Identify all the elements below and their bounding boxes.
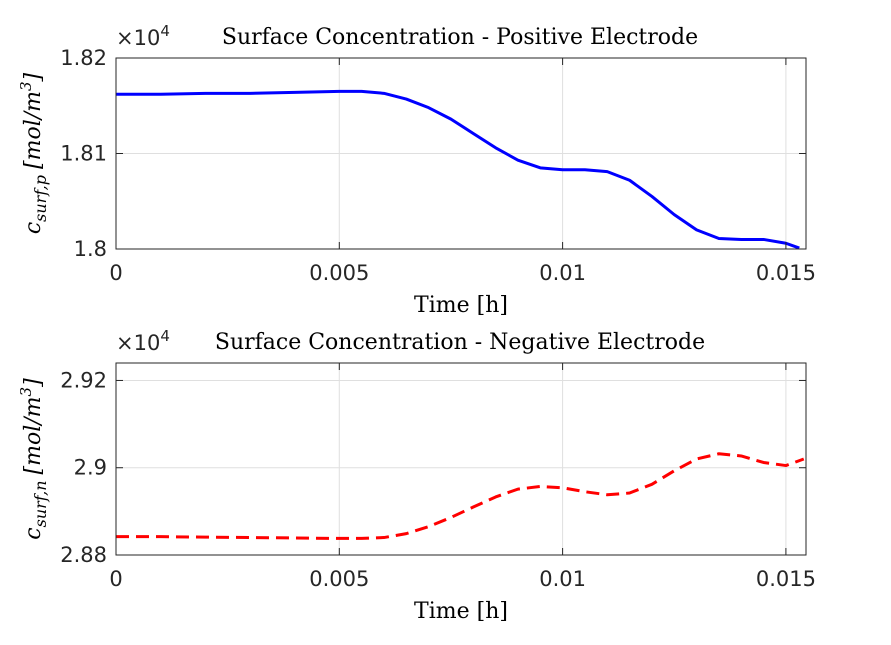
y-axis-label-part: c — [21, 527, 46, 539]
y-axis-label-part: [mol/m — [21, 91, 46, 169]
exponent-base: ×10 — [116, 26, 160, 50]
x-tick-label: 0.015 — [756, 567, 816, 591]
x-tick-label: 0 — [109, 567, 122, 591]
x-axis-label: Time [h] — [414, 599, 508, 624]
y-axis-label-part: 3 — [17, 387, 35, 397]
y-axis-label-part: surf,p — [31, 175, 50, 222]
chart-negative-electrode: 0 0.005 0.01 0.015 2.88 2.9 2.92 ×104 Surface Co… — [17, 327, 816, 624]
series-line — [116, 89, 800, 250]
x-tick-label: 0 — [109, 261, 122, 285]
y-tick-label: 2.88 — [60, 543, 107, 567]
chart-positive-electrode: 0 0.005 0.01 0.015 1.8 1.81 1.82 ×104 Surface Co… — [17, 22, 816, 318]
y-axis-label-part: ] — [21, 72, 46, 82]
y-tick-label: 2.9 — [74, 456, 107, 480]
x-tick-label: 0.015 — [756, 261, 816, 285]
x-tick-label: 0.01 — [539, 261, 586, 285]
series-line — [116, 452, 805, 540]
chart-title: Surface Concentration - Negative Electro… — [215, 330, 705, 355]
y-tick-label: 1.8 — [74, 237, 107, 261]
x-axis-label: Time [h] — [414, 293, 508, 318]
y-axis-label-part: c — [21, 222, 46, 234]
y-exponent-label: ×104 — [116, 22, 170, 50]
x-tick-label: 0.01 — [539, 567, 586, 591]
y-exponent-label: ×104 — [116, 327, 170, 355]
exponent-power: 4 — [160, 327, 170, 345]
chart-title: Surface Concentration - Positive Electro… — [222, 25, 698, 50]
y-axis-label-part: ] — [21, 378, 46, 388]
y-tick-label: 1.82 — [60, 46, 107, 70]
exponent-power: 4 — [160, 22, 170, 40]
y-tick-label: 1.81 — [60, 142, 107, 166]
x-tick-label: 0.005 — [309, 567, 369, 591]
plot-area — [116, 363, 806, 555]
exponent-base: ×10 — [116, 331, 160, 355]
y-axis-label: csurf,p [mol/m3] — [17, 72, 50, 234]
x-tick-label: 0.005 — [309, 261, 369, 285]
y-tick-label: 2.92 — [60, 368, 107, 392]
axes-box — [115, 362, 807, 556]
y-axis-label-part: surf,n — [31, 480, 50, 527]
y-axis-label-part: [mol/m — [21, 396, 46, 474]
y-axis-label-part: 3 — [17, 81, 35, 91]
y-axis-label: csurf,n [mol/m3] — [17, 378, 50, 540]
